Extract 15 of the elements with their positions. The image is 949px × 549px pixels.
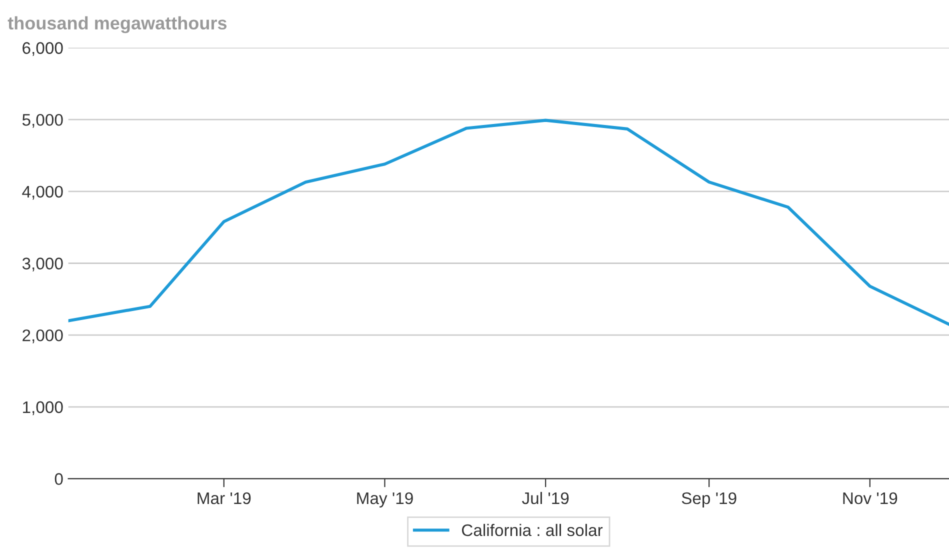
- y-tick-label: 6,000: [22, 42, 63, 56]
- x-tick-label: Jul '19: [522, 492, 569, 504]
- y-tick-label: 0: [54, 473, 63, 485]
- y-tick-label: 1,000: [23, 401, 63, 416]
- x-tick-label: Mar '19: [198, 492, 251, 504]
- x-tick-label: May '19: [357, 492, 413, 508]
- x-tick-label: Sep '19: [682, 492, 736, 508]
- legend-label: California : all solar: [462, 524, 603, 536]
- y-tick-label: 5,000: [22, 114, 63, 128]
- y-tick-label: 4,000: [22, 186, 63, 200]
- y-axis-title: thousand megawatthours: [8, 16, 227, 34]
- x-tick-label: Nov '19: [843, 492, 898, 504]
- line-series: [68, 118, 949, 326]
- y-tick-label: 2,000: [22, 329, 63, 344]
- y-tick-label: 3,000: [22, 258, 63, 272]
